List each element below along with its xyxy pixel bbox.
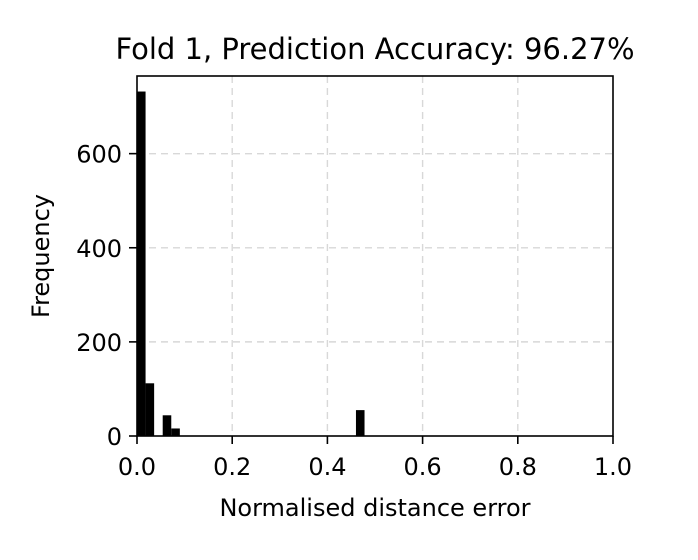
y-tick-label: 400	[76, 235, 122, 263]
x-axis-label: Normalised distance error	[219, 494, 530, 522]
y-axis-ticks: 0 200 400 600	[76, 141, 137, 451]
chart-title: Fold 1, Prediction Accuracy: 96.27%	[115, 32, 634, 66]
histogram-bar	[137, 91, 146, 436]
y-tick-label: 600	[76, 141, 122, 169]
x-tick-label: 1.0	[594, 453, 632, 481]
x-axis-ticks: 0.0 0.2 0.4 0.6 0.8 1.0	[118, 436, 632, 481]
x-tick-label: 0.0	[118, 453, 156, 481]
y-tick-label: 0	[107, 423, 122, 451]
histogram-bar	[355, 410, 365, 436]
histogram-bar	[145, 383, 155, 436]
x-tick-label: 0.2	[213, 453, 251, 481]
plot-frame	[136, 75, 614, 437]
grid	[137, 76, 613, 436]
x-tick-label: 0.6	[404, 453, 442, 481]
histogram-bars	[137, 91, 365, 436]
y-axis-label: Frequency	[27, 194, 55, 318]
y-tick-label: 200	[76, 329, 122, 357]
histogram-bar	[162, 415, 172, 436]
x-tick-label: 0.8	[499, 453, 537, 481]
histogram-bar	[171, 428, 180, 436]
x-tick-label: 0.4	[308, 453, 346, 481]
